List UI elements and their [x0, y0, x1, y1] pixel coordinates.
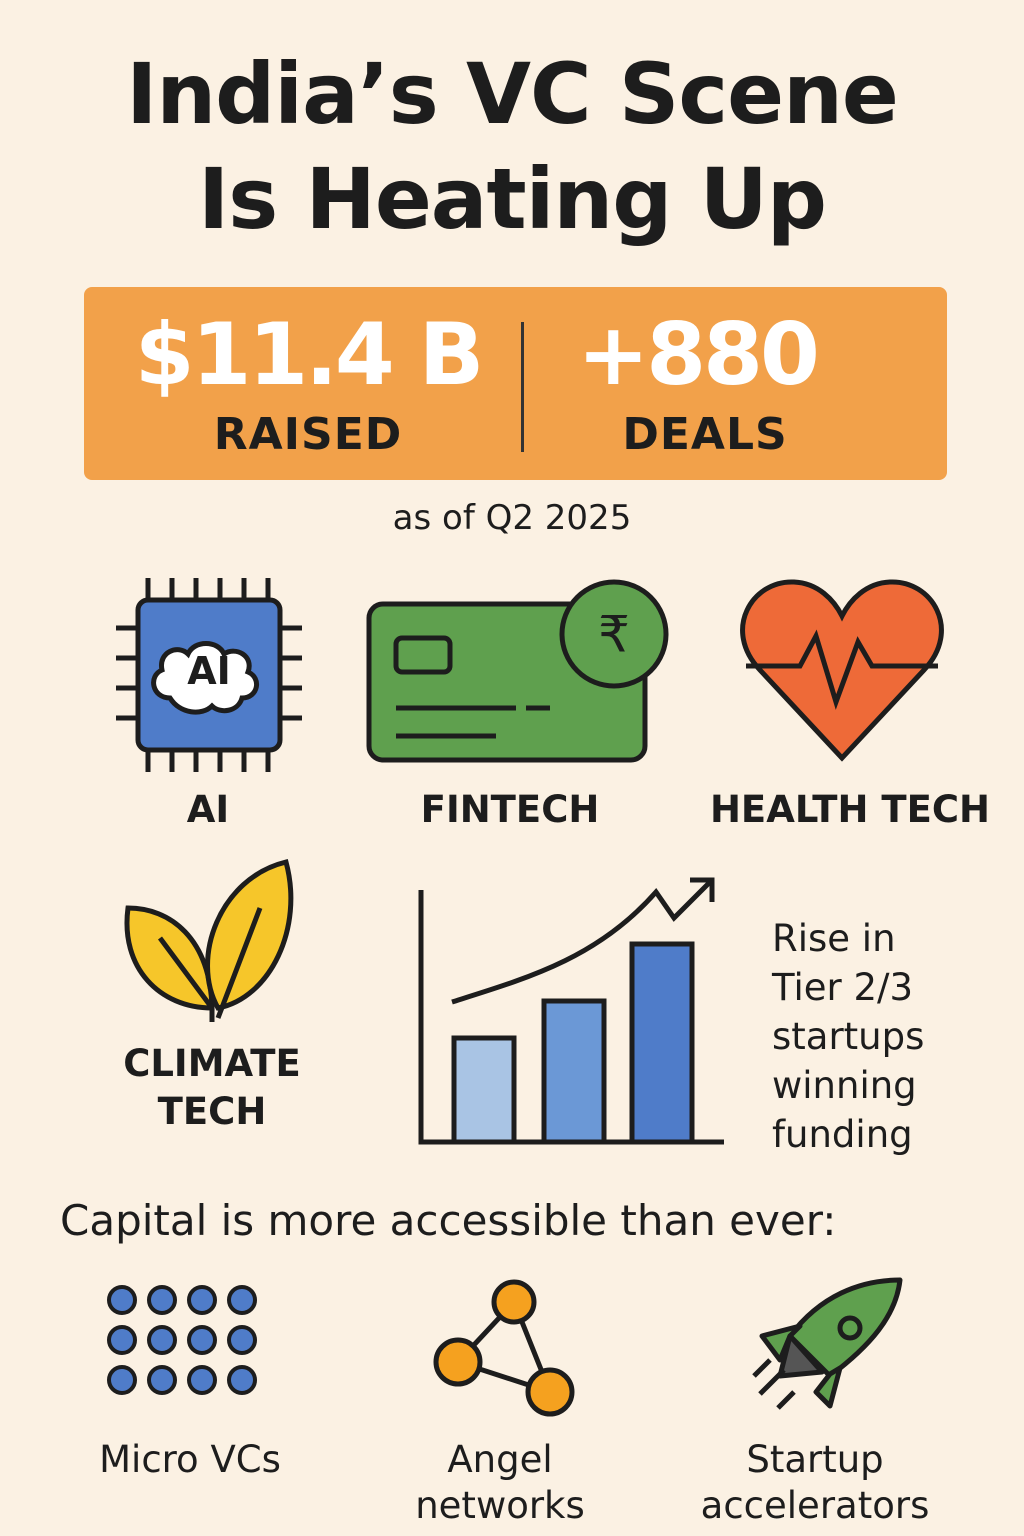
source-label: Startup accelerators — [700, 1438, 930, 1527]
micro-vc-icon — [107, 1285, 257, 1395]
trend-caption: Rise in Tier 2/3 startups winning fundin… — [772, 917, 925, 1156]
health-icon — [740, 579, 944, 762]
stat-label: RAISED — [213, 409, 403, 460]
source-label: Micro VCs — [99, 1438, 281, 1481]
ai-icon: AI — [116, 578, 302, 772]
stat-label: DEALS — [622, 409, 788, 460]
divider — [521, 322, 524, 452]
section-heading: Capital is more accessible than ever: — [60, 1196, 837, 1245]
fintech-icon: ₹ — [366, 579, 669, 763]
accelerator-icon — [752, 1277, 903, 1410]
sector-label: AI — [186, 788, 230, 831]
stat-value: +880 — [577, 305, 820, 405]
angel-icon — [433, 1279, 575, 1417]
stats-banner: $11.4 B RAISED +880 DEALS — [84, 287, 947, 480]
sector-label: CLIMATE TECH — [123, 1042, 301, 1133]
stat-value: $11.4 B — [134, 305, 485, 405]
currency-text: ₹ — [598, 606, 630, 664]
sector-label: HEALTH TECH — [709, 788, 991, 831]
source-label: Angel networks — [415, 1438, 585, 1527]
sector-label: FINTECH — [420, 788, 600, 831]
title-line: India’s VC Scene — [126, 45, 899, 143]
trend-chart — [418, 877, 724, 1145]
title-line: Is Heating Up — [198, 150, 827, 248]
climate-icon — [124, 858, 294, 1022]
as-of: as of Q2 2025 — [392, 498, 632, 538]
chip-text: AI — [187, 649, 231, 693]
